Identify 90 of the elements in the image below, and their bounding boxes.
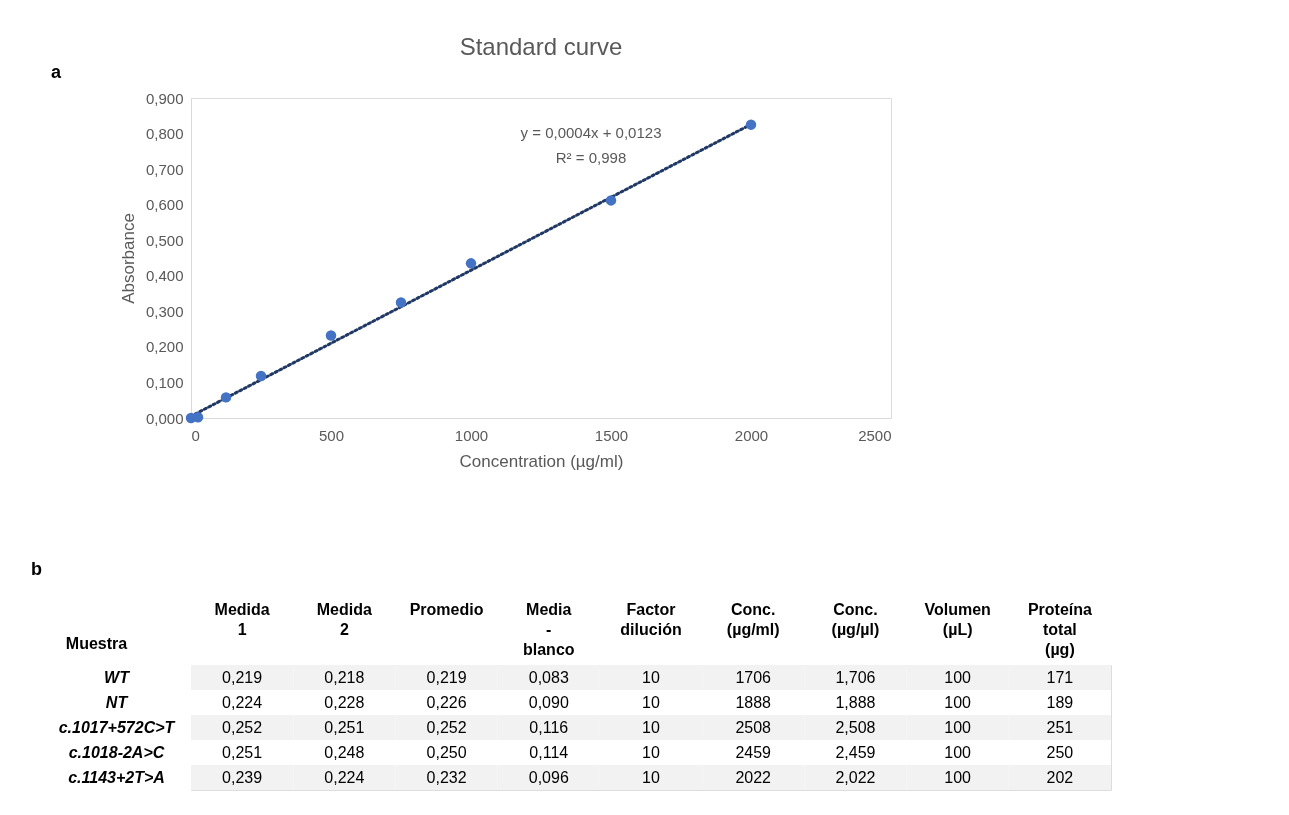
- data-label: 10: [642, 768, 660, 786]
- data-label: 2,459: [835, 743, 876, 761]
- data-label: 0,239: [222, 768, 263, 786]
- data-label: 0,228: [324, 693, 365, 711]
- x-tick-label: Conc. (µg/µl): [831, 600, 880, 638]
- x-tick-label: 2000: [734, 426, 769, 444]
- data-label: 2,508: [835, 718, 876, 736]
- data-label: 0,219: [222, 668, 263, 686]
- data-label: 250: [1046, 743, 1074, 761]
- data-label: 10: [642, 693, 660, 711]
- x-tick-label: Medida 1: [214, 600, 270, 638]
- data-label: 0,252: [426, 718, 467, 736]
- data-label: 1888: [735, 693, 772, 711]
- x-tick-label: Factor dilución: [620, 600, 682, 638]
- x-tick-label: Medida 2: [316, 600, 372, 638]
- data-label: 0,226: [426, 693, 467, 711]
- x-tick-label: Conc. (µg/ml): [726, 600, 780, 638]
- x-tick-label: 1500: [594, 426, 629, 444]
- data-label: 2022: [735, 768, 772, 786]
- y-tick-label: c.1018-2A>C: [68, 743, 165, 761]
- data-label: 0,251: [324, 718, 365, 736]
- data-label: 100: [944, 718, 972, 736]
- data-label: 10: [642, 718, 660, 736]
- y-tick-label: 0,400: [145, 267, 184, 285]
- data-label: 1,888: [835, 693, 876, 711]
- x-axis-title: Concentration (µg/ml): [459, 451, 624, 471]
- x-tick-label: Media - blanco: [523, 600, 575, 658]
- y-tick-label: c.1017+572C>T: [58, 718, 176, 736]
- y-tick-label: 0,500: [145, 231, 184, 249]
- point: [605, 195, 617, 206]
- data-label: 100: [944, 743, 972, 761]
- y-tick-label: WT: [104, 668, 131, 686]
- data-label: 0,224: [222, 693, 263, 711]
- data-label: 1706: [735, 668, 772, 686]
- data-label: 100: [944, 693, 972, 711]
- data-label: 2508: [735, 718, 772, 736]
- data-label: 100: [944, 668, 972, 686]
- data-label: 0,083: [528, 668, 569, 686]
- data-label: 0,248: [324, 743, 365, 761]
- point: [395, 297, 407, 308]
- point: [220, 392, 232, 403]
- y-tick-label: 0,000: [145, 409, 184, 427]
- chart-title: Standard curve: [459, 33, 623, 60]
- x-tick-label: 1000: [454, 426, 489, 444]
- y-tick-label: 0,200: [145, 338, 184, 356]
- data-label: 0,251: [222, 743, 263, 761]
- y-tick-label: NT: [105, 693, 129, 711]
- data-label: 100: [944, 768, 972, 786]
- data-label: 0,219: [426, 668, 467, 686]
- data-label: 0,096: [528, 768, 569, 786]
- annotation: R² = 0,998: [555, 149, 627, 166]
- point: [325, 330, 337, 341]
- data-label: 0,250: [426, 743, 467, 761]
- x-tick-label: 2500: [858, 426, 892, 444]
- point: [255, 370, 267, 382]
- point: [745, 119, 757, 130]
- y-tick-label: c.1143+2T>A: [68, 768, 165, 786]
- data-label: 0,116: [529, 718, 569, 736]
- x-tick-label: Proteína total (µg): [1027, 600, 1092, 658]
- data-label: 251: [1046, 718, 1074, 736]
- data-label: 0,218: [324, 668, 365, 686]
- y-tick-label: 0,300: [145, 302, 184, 320]
- data-label: 0,090: [528, 693, 569, 711]
- y-tick-label: 0,600: [145, 196, 184, 214]
- y-axis-title: Absorbance: [118, 213, 138, 304]
- x-tick-label: 500: [318, 426, 345, 444]
- data-label: 189: [1046, 693, 1074, 711]
- data-label: 0,114: [529, 743, 569, 761]
- y-tick-label: 0,700: [145, 160, 184, 178]
- data-label: 10: [642, 668, 660, 686]
- annotation: y = 0,0004x + 0,0123: [520, 124, 662, 141]
- y-tick-label: 0,900: [145, 89, 184, 107]
- text: a: [51, 62, 62, 82]
- data-label: 202: [1046, 768, 1074, 786]
- point: [465, 258, 477, 269]
- data-label: 171: [1046, 668, 1074, 686]
- data-label: 10: [642, 743, 660, 761]
- data-label: 2459: [735, 743, 772, 761]
- data-label: 0,232: [426, 768, 467, 786]
- x-tick-label: Promedio: [409, 600, 484, 618]
- y-tick-label: 0,100: [145, 373, 184, 391]
- data-label: 1,706: [835, 668, 876, 686]
- y-tick-label: 0,800: [145, 125, 184, 143]
- y-axis-title: Muestra: [65, 634, 128, 652]
- data-label: 0,224: [324, 768, 365, 786]
- data-label: 2,022: [835, 768, 876, 786]
- data-label: 0,252: [222, 718, 263, 736]
- x-tick-label: Volumen (µL): [924, 600, 991, 638]
- text: b: [31, 559, 42, 579]
- x-tick-label: 0: [191, 426, 200, 444]
